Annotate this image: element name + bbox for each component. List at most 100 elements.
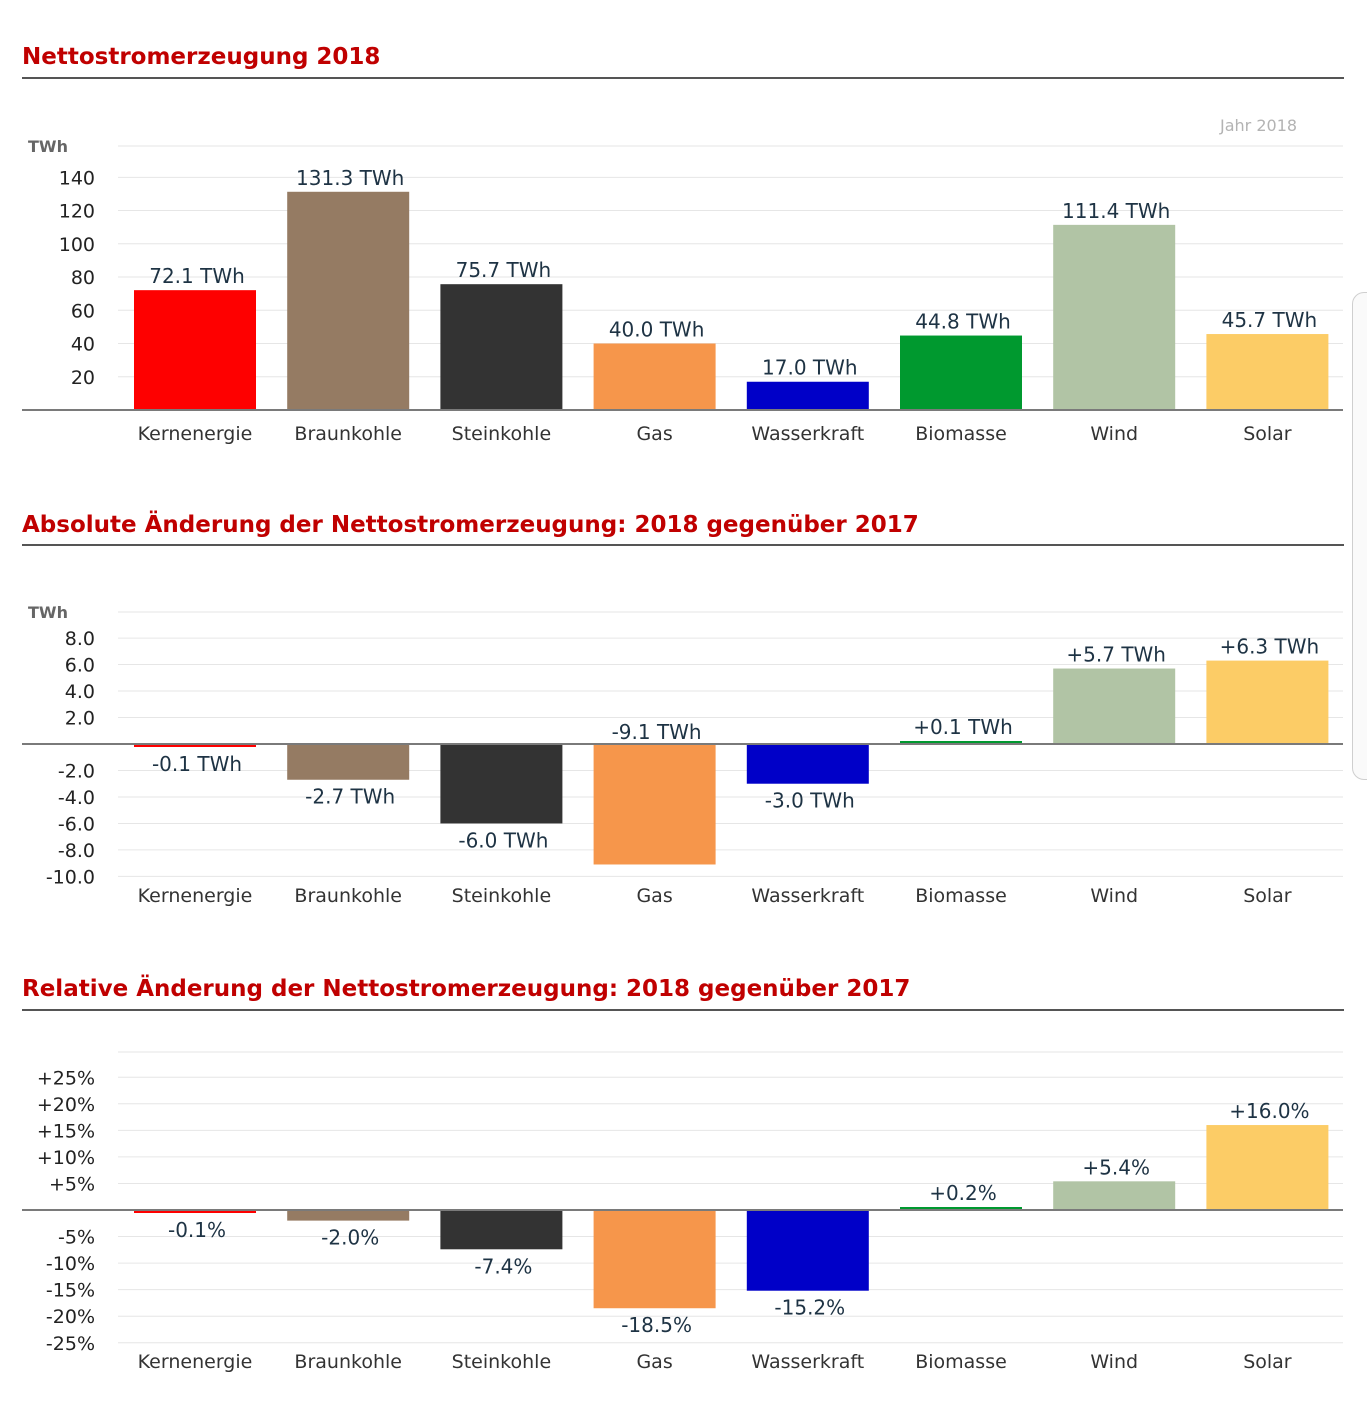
data-label: -0.1%	[168, 1218, 226, 1242]
bar-steinkohle	[440, 284, 563, 410]
x-tick-label: Biomasse	[915, 423, 1007, 445]
bar-wind	[1053, 668, 1176, 744]
bar-wasserkraft	[746, 744, 869, 784]
x-tick-label: Gas	[636, 423, 672, 445]
bar-steinkohle	[440, 744, 563, 824]
bar-solar	[1206, 660, 1329, 744]
chart2-absolute-change: TWh 8.0 6.0 4.0 2.0 -2.0 -4.0 -6.0 -8.0 -10.0 -0.1…	[22, 603, 1343, 907]
y-tick-label: +10%	[37, 1147, 95, 1169]
x-tick-label: Biomasse	[915, 885, 1007, 907]
y-tick-label: 100	[59, 234, 95, 256]
data-label: +5.7 TWh	[1066, 643, 1166, 667]
bar-braunkohle	[287, 191, 410, 410]
bar-wasserkraft	[746, 381, 869, 410]
x-tick-label: Steinkohle	[452, 885, 551, 907]
data-label: -0.1 TWh	[152, 752, 242, 776]
bar-wasserkraft	[746, 1210, 869, 1291]
data-label: -2.7 TWh	[305, 785, 395, 809]
data-label: -2.0%	[321, 1226, 379, 1250]
data-label: 111.4 TWh	[1062, 199, 1170, 223]
x-tick-label: Kernenergie	[138, 1351, 253, 1373]
chart3-title: Relative Änderung der Nettostromerzeugun…	[22, 976, 911, 1002]
bar-kernenergie	[134, 744, 256, 747]
chart1-title-divider	[22, 77, 1344, 79]
bar-biomasse	[900, 335, 1022, 410]
x-tick-label: Wind	[1090, 885, 1138, 907]
x-tick-label: Wind	[1090, 1351, 1138, 1373]
y-tick-label: -20%	[46, 1306, 95, 1328]
data-label: -7.4%	[474, 1254, 532, 1278]
data-label: -9.1 TWh	[612, 720, 702, 744]
x-tick-label: Gas	[636, 1351, 672, 1373]
bar-gas	[593, 343, 716, 410]
x-tick-label: Braunkohle	[294, 1351, 402, 1373]
data-label: 131.3 TWh	[296, 166, 404, 190]
x-tick-label: Solar	[1243, 885, 1292, 907]
data-label: 44.8 TWh	[915, 310, 1011, 334]
y-tick-label: 6.0	[65, 655, 95, 677]
bar-solar	[1206, 1125, 1329, 1210]
x-tick-label: Wasserkraft	[751, 885, 864, 907]
bar-braunkohle	[287, 744, 410, 780]
chart2-title-divider	[22, 544, 1344, 546]
data-label: 75.7 TWh	[456, 258, 552, 282]
bar-wind	[1053, 1181, 1176, 1210]
x-tick-label: Braunkohle	[294, 885, 402, 907]
x-tick-label: Steinkohle	[452, 423, 551, 445]
data-label: +5.4%	[1082, 1155, 1150, 1179]
bar-gas	[593, 1210, 716, 1309]
bar-wind	[1053, 224, 1176, 410]
y-tick-label: 80	[71, 267, 95, 289]
x-tick-label: Wasserkraft	[751, 423, 864, 445]
x-tick-label: Solar	[1243, 1351, 1292, 1373]
data-label: 45.7 TWh	[1222, 308, 1318, 332]
y-tick-label: 40	[71, 334, 95, 356]
data-label: -18.5%	[621, 1313, 692, 1337]
y-axis-unit-label: TWh	[28, 603, 68, 622]
y-tick-label: 60	[71, 300, 95, 322]
data-label: +6.3 TWh	[1220, 635, 1320, 659]
x-tick-label: Kernenergie	[138, 423, 253, 445]
y-tick-label: +20%	[37, 1094, 95, 1116]
y-tick-label: 140	[59, 167, 95, 189]
x-tick-label: Wasserkraft	[751, 1351, 864, 1373]
data-label: 40.0 TWh	[609, 318, 705, 342]
data-label: -3.0 TWh	[765, 789, 855, 813]
y-tick-label: 2.0	[65, 708, 95, 730]
y-tick-label: -6.0	[58, 813, 95, 835]
y-tick-label: -4.0	[58, 787, 95, 809]
bar-biomasse	[900, 1207, 1022, 1210]
bar-solar	[1206, 334, 1329, 410]
bar-steinkohle	[440, 1210, 563, 1250]
y-tick-label: -10%	[46, 1253, 95, 1275]
y-tick-label: 120	[59, 201, 95, 223]
chart2-title: Absolute Änderung der Nettostromerzeugun…	[22, 512, 919, 538]
y-tick-label: -10.0	[46, 866, 95, 888]
data-label: -6.0 TWh	[458, 828, 548, 852]
data-label: 72.1 TWh	[149, 264, 245, 288]
data-label: +0.1 TWh	[913, 715, 1013, 739]
x-tick-label: Steinkohle	[452, 1351, 551, 1373]
y-tick-label: -5%	[58, 1227, 95, 1249]
x-tick-label: Braunkohle	[294, 423, 402, 445]
data-label: +16.0%	[1229, 1099, 1309, 1123]
bar-gas	[593, 744, 716, 865]
x-tick-label: Gas	[636, 885, 672, 907]
x-tick-label: Biomasse	[915, 1351, 1007, 1373]
data-label: +0.2%	[929, 1181, 997, 1205]
year-label: Jahr 2018	[1220, 116, 1298, 135]
y-tick-label: +25%	[37, 1067, 95, 1089]
y-tick-label: -25%	[46, 1333, 95, 1355]
y-tick-label: 8.0	[65, 628, 95, 650]
y-tick-label: -8.0	[58, 840, 95, 862]
data-label: 17.0 TWh	[762, 356, 858, 380]
x-tick-label: Solar	[1243, 423, 1292, 445]
bar-kernenergie	[134, 290, 256, 410]
bar-kernenergie	[134, 1210, 256, 1213]
y-tick-label: +15%	[37, 1120, 95, 1142]
bar-biomasse	[900, 741, 1022, 744]
chart3-title-divider	[22, 1009, 1344, 1011]
scrollbar-handle[interactable]	[1352, 292, 1367, 780]
y-tick-label: 20	[71, 367, 95, 389]
